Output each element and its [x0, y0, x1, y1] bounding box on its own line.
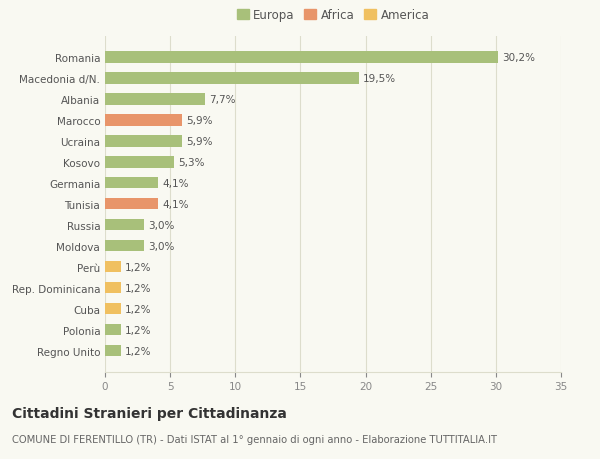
- Text: 30,2%: 30,2%: [502, 53, 535, 63]
- Bar: [105, 94, 205, 105]
- Legend: Europa, Africa, America: Europa, Africa, America: [235, 6, 431, 24]
- Bar: [105, 303, 121, 315]
- Text: 5,9%: 5,9%: [186, 136, 212, 146]
- Bar: [105, 241, 144, 252]
- Bar: [105, 261, 121, 273]
- Bar: [105, 282, 121, 294]
- Text: Cittadini Stranieri per Cittadinanza: Cittadini Stranieri per Cittadinanza: [12, 406, 287, 420]
- Bar: [105, 115, 182, 126]
- Text: 3,0%: 3,0%: [148, 220, 175, 230]
- Text: COMUNE DI FERENTILLO (TR) - Dati ISTAT al 1° gennaio di ogni anno - Elaborazione: COMUNE DI FERENTILLO (TR) - Dati ISTAT a…: [12, 434, 497, 444]
- Text: 1,2%: 1,2%: [125, 325, 151, 335]
- Text: 4,1%: 4,1%: [163, 179, 189, 188]
- Text: 1,2%: 1,2%: [125, 283, 151, 293]
- Text: 1,2%: 1,2%: [125, 262, 151, 272]
- Text: 4,1%: 4,1%: [163, 199, 189, 209]
- Bar: [105, 324, 121, 336]
- Text: 1,2%: 1,2%: [125, 346, 151, 356]
- Text: 19,5%: 19,5%: [363, 73, 396, 84]
- Bar: [105, 198, 158, 210]
- Text: 5,9%: 5,9%: [186, 116, 212, 125]
- Text: 5,3%: 5,3%: [178, 157, 205, 168]
- Bar: [105, 136, 182, 147]
- Bar: [105, 157, 174, 168]
- Text: 3,0%: 3,0%: [148, 241, 175, 251]
- Bar: [105, 52, 499, 63]
- Bar: [105, 219, 144, 231]
- Text: 1,2%: 1,2%: [125, 304, 151, 314]
- Text: 7,7%: 7,7%: [209, 95, 236, 105]
- Bar: [105, 73, 359, 84]
- Bar: [105, 178, 158, 189]
- Bar: [105, 345, 121, 357]
